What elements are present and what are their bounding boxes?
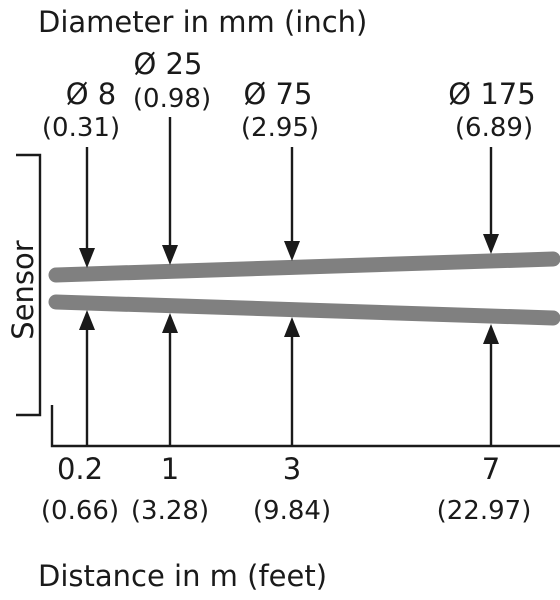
top-arrow-head — [162, 245, 178, 265]
bottom-arrow-head — [79, 310, 95, 330]
diameter-inch-label: (0.98) — [133, 84, 211, 114]
distance-m-label: 1 — [161, 452, 179, 486]
distance-ft-label: (0.66) — [41, 496, 119, 526]
beam-upper-edge — [48, 251, 560, 283]
distance-ft-label: (9.84) — [253, 496, 331, 526]
sensor-bracket — [16, 153, 42, 417]
diameter-inch-label: (2.95) — [241, 113, 319, 143]
distance-ft-label: (22.97) — [437, 496, 532, 526]
measurement-point: Ø 175 (6.89) 7 (22.97) — [437, 77, 536, 526]
measurement-point: Ø 8 (0.31) 0.2 (0.66) — [41, 77, 120, 526]
diameter-inch-label: (0.31) — [42, 113, 120, 143]
distance-axis-title: Distance in m (feet) — [38, 559, 327, 593]
diagram-title: Diameter in mm (inch) — [38, 5, 367, 39]
diameter-inch-label: (6.89) — [455, 113, 533, 143]
diameter-mm-label: Ø 25 — [134, 47, 203, 81]
measurement-point: Ø 75 (2.95) 3 (9.84) — [241, 77, 331, 526]
top-arrow-head — [79, 248, 95, 268]
distance-axis — [50, 405, 560, 448]
diameter-mm-label: Ø 75 — [244, 77, 313, 111]
bottom-arrow-head — [162, 313, 178, 333]
distance-m-label: 7 — [482, 452, 500, 486]
measurement-point: Ø 25 (0.98) 1 (3.28) — [131, 47, 211, 526]
top-arrow-head — [284, 241, 300, 261]
distance-m-label: 3 — [283, 452, 301, 486]
beam-lower-edge — [48, 294, 560, 326]
sensor-label: Sensor — [6, 240, 40, 339]
diameter-mm-label: Ø 175 — [448, 77, 535, 111]
distance-m-label: 0.2 — [57, 452, 103, 486]
diameter-mm-label: Ø 8 — [66, 77, 117, 111]
bottom-arrow-head — [483, 324, 499, 344]
bottom-arrow-head — [284, 317, 300, 337]
top-arrow-head — [483, 234, 499, 254]
distance-ft-label: (3.28) — [131, 496, 209, 526]
